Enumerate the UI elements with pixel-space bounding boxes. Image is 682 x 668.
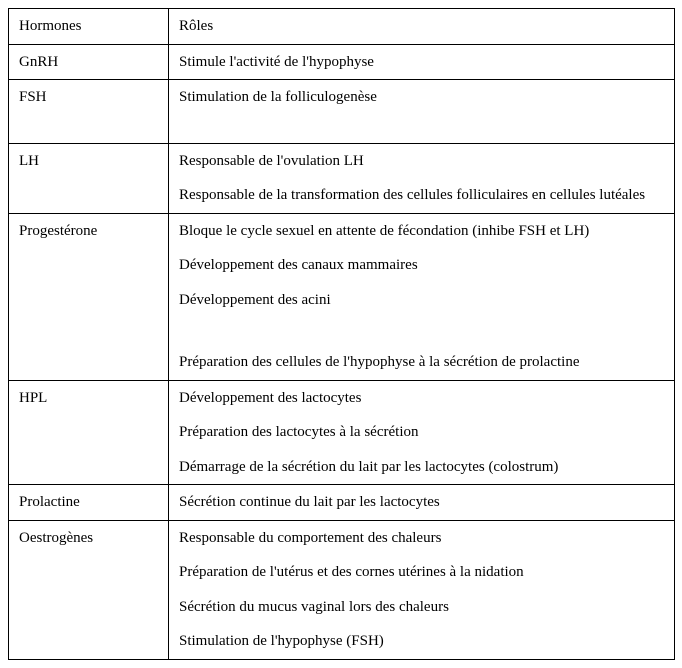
role-text: Responsable de l'ovulation LH [169,144,674,179]
hormone-name: HPL [9,381,168,416]
hormone-cell: HPL [9,380,169,485]
hormone-name: GnRH [9,45,168,80]
role-text: Responsable du comportement des chaleurs [169,521,674,556]
role-text: Stimule l'activité de l'hypophyse [169,45,674,80]
table-body: HormonesRôlesGnRHStimule l'activité de l… [9,9,675,660]
role-text: Sécrétion du mucus vaginal lors des chal… [169,590,674,625]
hormones-table: HormonesRôlesGnRHStimule l'activité de l… [8,8,675,660]
table-header-row: HormonesRôles [9,9,675,45]
role-text: Développement des lactocytes [169,381,674,416]
table-row: HPLDéveloppement des lactocytes Préparat… [9,380,675,485]
hormone-cell: LH [9,143,169,213]
role-text: Préparation des lactocytes à la sécrétio… [169,415,674,450]
hormone-cell: Oestrogènes [9,520,169,659]
hormone-name: FSH [9,80,168,115]
hormone-name: Prolactine [9,485,168,520]
role-text: Responsable de la transformation des cel… [169,178,674,213]
role-text: Préparation de l'utérus et des cornes ut… [169,555,674,590]
role-text [169,115,674,143]
role-text: Développement des acini [169,283,674,318]
role-cell: Responsable du comportement des chaleurs… [169,520,675,659]
hormone-name: Progestérone [9,214,168,249]
header-hormones: Hormones [9,9,169,45]
role-cell: Bloque le cycle sexuel en attente de féc… [169,213,675,380]
table-row: ProlactineSécrétion continue du lait par… [9,485,675,521]
role-cell: Stimule l'activité de l'hypophyse [169,44,675,80]
role-text [169,317,674,345]
hormone-cell: Progestérone [9,213,169,380]
role-cell: Responsable de l'ovulation LHResponsable… [169,143,675,213]
role-text: Développement des canaux mammaires [169,248,674,283]
role-text: Préparation des cellules de l'hypophyse … [169,345,674,380]
hormone-name: Oestrogènes [9,521,168,556]
header-hormones-label: Hormones [9,9,168,44]
role-cell: Stimulation de la folliculogenèse [169,80,675,144]
role-text: Bloque le cycle sexuel en attente de féc… [169,214,674,249]
hormone-cell: GnRH [9,44,169,80]
header-roles-label: Rôles [169,9,674,44]
header-roles: Rôles [169,9,675,45]
table-row: ProgestéroneBloque le cycle sexuel en at… [9,213,675,380]
table-row: FSHStimulation de la folliculogenèse [9,80,675,144]
role-text: Stimulation de la folliculogenèse [169,80,674,115]
role-cell: Sécrétion continue du lait par les lacto… [169,485,675,521]
role-text: Démarrage de la sécrétion du lait par le… [169,450,674,485]
hormone-cell: Prolactine [9,485,169,521]
role-text: Stimulation de l'hypophyse (FSH) [169,624,674,659]
role-text: Sécrétion continue du lait par les lacto… [169,485,674,520]
hormone-cell: FSH [9,80,169,144]
hormone-name: LH [9,144,168,179]
table-row: OestrogènesResponsable du comportement d… [9,520,675,659]
table-row: LHResponsable de l'ovulation LHResponsab… [9,143,675,213]
table-row: GnRHStimule l'activité de l'hypophyse [9,44,675,80]
role-cell: Développement des lactocytes Préparation… [169,380,675,485]
